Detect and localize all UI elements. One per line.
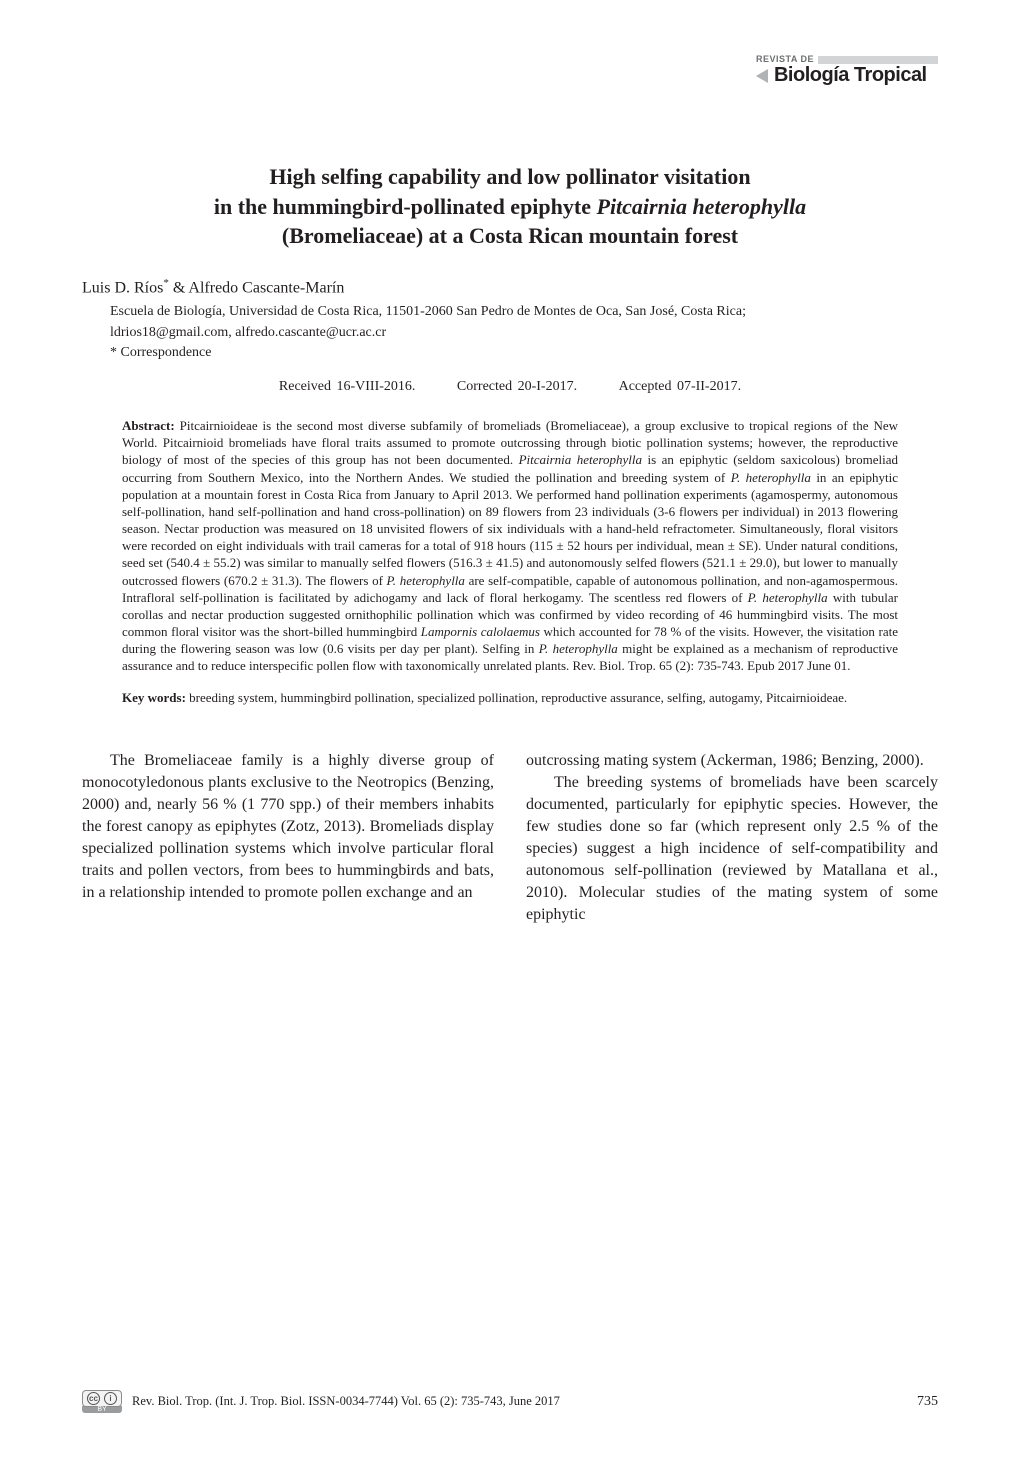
cc-icon: cc i	[82, 1390, 122, 1407]
keywords-text: breeding system, hummingbird pollination…	[186, 690, 847, 705]
body-columns: The Bromeliaceae family is a highly dive…	[82, 750, 938, 927]
abstract-label: Abstract:	[122, 418, 175, 433]
keywords: Key words: breeding system, hummingbird …	[122, 689, 898, 706]
abs-p11: P. heterophylla	[539, 641, 618, 656]
article-title: High selfing capability and low pollinat…	[82, 162, 938, 251]
article-dates: Received 16-VIII-2016. Corrected 20-I-20…	[82, 379, 938, 395]
journal-name: Biología Tropical	[774, 64, 927, 87]
column-right: outcrossing mating system (Ackerman, 198…	[526, 750, 938, 927]
journal-name-line: Biología Tropical	[756, 64, 938, 87]
affiliation-line-1: Escuela de Biología, Universidad de Cost…	[110, 303, 938, 322]
abs-p7: P. heterophylla	[748, 590, 828, 605]
title-line-1: High selfing capability and low pollinat…	[82, 162, 938, 192]
author-1: Luis D. Ríos	[82, 279, 163, 296]
abstract: Abstract: Pitcairnioideae is the second …	[122, 417, 898, 674]
date-received: Received 16-VIII-2016.	[279, 379, 416, 394]
title-species: Pitcairnia heterophylla	[597, 194, 807, 219]
abs-p1: Pitcairnia heterophylla	[519, 452, 642, 467]
page-number: 735	[917, 1394, 938, 1410]
keywords-label: Key words:	[122, 690, 186, 705]
col2-p1: outcrossing mating system (Ackerman, 198…	[526, 750, 938, 772]
date-corrected: Corrected 20-I-2017.	[457, 379, 577, 394]
abs-p9: Lampornis calolaemus	[421, 624, 540, 639]
col1-p1: The Bromeliaceae family is a highly dive…	[82, 750, 494, 905]
title-line-3: (Bromeliaceae) at a Costa Rican mountain…	[82, 221, 938, 251]
cc-circle-icon: cc	[87, 1392, 100, 1405]
cc-by-badge: cc i BY	[82, 1390, 122, 1413]
journal-tag: REVISTA DE Biología Tropical	[756, 54, 938, 87]
revista-de: REVISTA DE	[756, 54, 814, 64]
abs-p5: P. heterophylla	[387, 573, 465, 588]
column-left: The Bromeliaceae family is a highly dive…	[82, 750, 494, 927]
footer-citation: Rev. Biol. Trop. (Int. J. Trop. Biol. IS…	[132, 1394, 560, 1409]
abs-p3: P. heterophylla	[731, 470, 811, 485]
revista-line: REVISTA DE	[756, 54, 938, 64]
correspondence: * Correspondence	[110, 345, 938, 361]
author-2: Alfredo Cascante-Marín	[188, 279, 344, 296]
triangle-icon	[756, 69, 768, 83]
tag-rule	[818, 56, 938, 64]
date-accepted: Accepted 07-II-2017.	[619, 379, 742, 394]
abs-p4: in an epiphytic population at a mountain…	[122, 470, 898, 588]
col2-p2: The breeding systems of bromeliads have …	[526, 772, 938, 927]
author-sep: &	[169, 279, 189, 296]
by-circle-icon: i	[104, 1392, 117, 1405]
by-label: BY	[82, 1406, 122, 1413]
authors: Luis D. Ríos* & Alfredo Cascante-Marín	[82, 277, 938, 297]
title-line-2-pre: in the hummingbird-pollinated epiphyte	[214, 194, 597, 219]
page-footer: cc i BY Rev. Biol. Trop. (Int. J. Trop. …	[82, 1390, 938, 1413]
affiliation-line-2: ldrios18@gmail.com, alfredo.cascante@ucr…	[110, 324, 938, 343]
title-line-2: in the hummingbird-pollinated epiphyte P…	[82, 192, 938, 222]
footer-left: cc i BY Rev. Biol. Trop. (Int. J. Trop. …	[82, 1390, 560, 1413]
